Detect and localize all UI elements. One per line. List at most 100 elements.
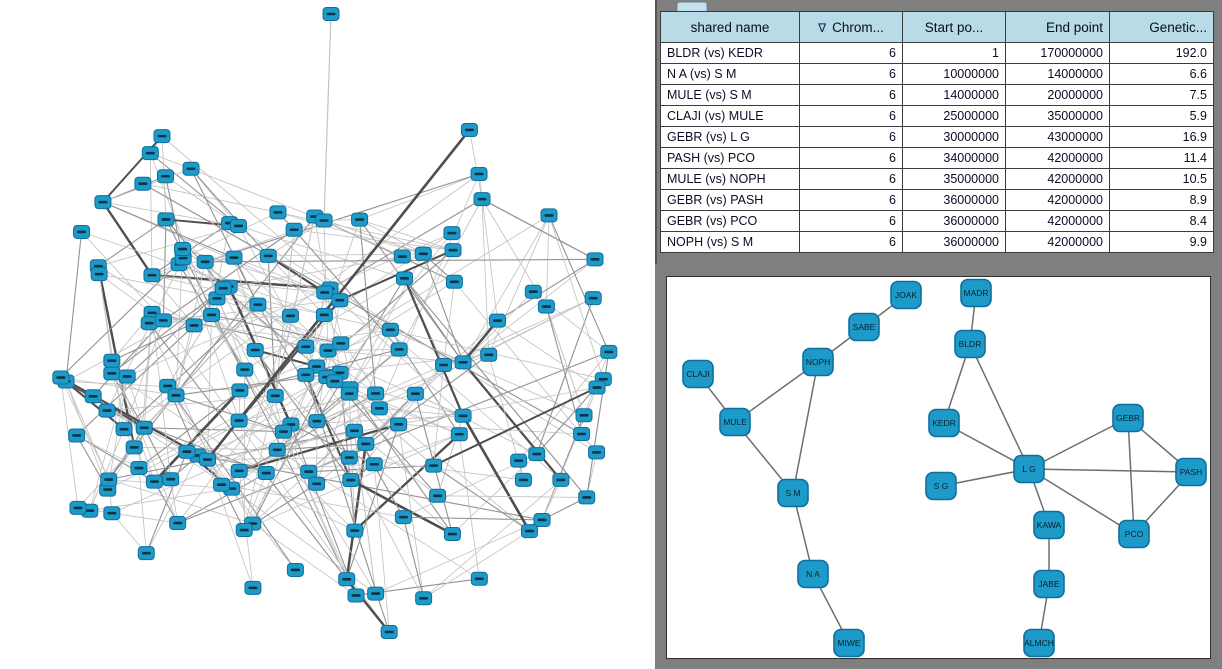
- network-node[interactable]: [157, 212, 175, 227]
- network-node[interactable]: [575, 408, 593, 423]
- network-node[interactable]: JOAK: [890, 280, 922, 310]
- table-row[interactable]: MULE (vs) S M 6 14000000 20000000 7.5: [660, 84, 1214, 106]
- network-node[interactable]: [316, 285, 334, 300]
- table-cell[interactable]: GEBR (vs) PCO: [660, 210, 800, 232]
- table-cell[interactable]: 6: [799, 84, 903, 106]
- table-cell[interactable]: N A (vs) S M: [660, 63, 800, 85]
- network-node[interactable]: [414, 246, 432, 261]
- network-node[interactable]: [588, 380, 606, 395]
- table-cell[interactable]: 14000000: [902, 84, 1006, 106]
- network-node[interactable]: [340, 386, 358, 401]
- network-node[interactable]: [443, 226, 461, 241]
- network-node[interactable]: [390, 417, 408, 432]
- network-node[interactable]: [394, 510, 412, 525]
- network-node[interactable]: [174, 242, 192, 257]
- network-node[interactable]: [246, 343, 264, 358]
- network-node[interactable]: [213, 477, 231, 492]
- network-node[interactable]: [510, 453, 528, 468]
- table-cell[interactable]: 36000000: [902, 231, 1006, 253]
- network-node[interactable]: [145, 474, 163, 489]
- network-node[interactable]: [381, 322, 399, 337]
- network-node[interactable]: [588, 445, 606, 460]
- network-node[interactable]: [214, 281, 232, 296]
- table-cell[interactable]: 11.4: [1109, 147, 1214, 169]
- network-node[interactable]: [274, 424, 292, 439]
- network-node[interactable]: [332, 336, 350, 351]
- table-cell[interactable]: 8.9: [1109, 189, 1214, 211]
- table-cell[interactable]: 6: [799, 147, 903, 169]
- network-node[interactable]: [259, 248, 277, 263]
- network-node[interactable]: [286, 562, 304, 577]
- network-node[interactable]: [134, 176, 152, 191]
- network-node[interactable]: [52, 370, 70, 385]
- table-row[interactable]: GEBR (vs) PASH 6 36000000 42000000 8.9: [660, 189, 1214, 211]
- network-node[interactable]: S G: [925, 471, 957, 501]
- network-node[interactable]: [393, 249, 411, 264]
- network-node[interactable]: [137, 546, 155, 561]
- table-cell[interactable]: 20000000: [1005, 84, 1110, 106]
- table-row[interactable]: GEBR (vs) PCO 6 36000000 42000000 8.4: [660, 210, 1214, 232]
- network-node[interactable]: [367, 386, 385, 401]
- table-cell[interactable]: GEBR (vs) L G: [660, 126, 800, 148]
- network-node[interactable]: [473, 192, 491, 207]
- table-row[interactable]: CLAJI (vs) MULE 6 25000000 35000000 5.9: [660, 105, 1214, 127]
- network-node[interactable]: [235, 523, 253, 538]
- table-cell[interactable]: 8.4: [1109, 210, 1214, 232]
- network-node[interactable]: [470, 571, 488, 586]
- filter-icon[interactable]: ∇: [818, 20, 827, 35]
- network-node[interactable]: [342, 473, 360, 488]
- network-node[interactable]: [454, 355, 472, 370]
- network-node[interactable]: MADR: [960, 278, 992, 308]
- network-node[interactable]: [182, 161, 200, 176]
- network-node[interactable]: [135, 420, 153, 435]
- network-node[interactable]: [281, 308, 299, 323]
- network-node[interactable]: [249, 297, 267, 312]
- network-node[interactable]: [435, 357, 453, 372]
- table-cell[interactable]: 14000000: [1005, 63, 1110, 85]
- network-node[interactable]: S M: [777, 478, 809, 508]
- column-header-4[interactable]: Genetic...: [1109, 11, 1214, 43]
- network-node[interactable]: [257, 466, 275, 481]
- network-node[interactable]: [470, 166, 488, 181]
- table-cell[interactable]: CLAJI (vs) MULE: [660, 105, 800, 127]
- network-node[interactable]: SABE: [848, 312, 880, 342]
- network-node[interactable]: [98, 403, 116, 418]
- network-node[interactable]: [244, 580, 262, 595]
- table-cell[interactable]: 170000000: [1005, 42, 1110, 64]
- network-node[interactable]: [450, 427, 468, 442]
- network-node[interactable]: [480, 347, 498, 362]
- network-node[interactable]: [347, 588, 365, 603]
- table-cell[interactable]: 36000000: [902, 189, 1006, 211]
- table-cell[interactable]: 42000000: [1005, 147, 1110, 169]
- network-node[interactable]: [514, 472, 532, 487]
- network-node[interactable]: [319, 343, 337, 358]
- network-node[interactable]: CLAJI: [682, 359, 714, 389]
- network-node[interactable]: [143, 268, 161, 283]
- table-cell[interactable]: 35000000: [1005, 105, 1110, 127]
- network-node[interactable]: [94, 195, 112, 210]
- network-node[interactable]: [178, 444, 196, 459]
- table-cell[interactable]: 6: [799, 189, 903, 211]
- network-node[interactable]: [266, 388, 284, 403]
- network-node[interactable]: [285, 222, 303, 237]
- network-node[interactable]: [454, 408, 472, 423]
- table-cell[interactable]: 6: [799, 105, 903, 127]
- table-cell[interactable]: 192.0: [1109, 42, 1214, 64]
- table-cell[interactable]: 30000000: [902, 126, 1006, 148]
- network-node[interactable]: [230, 413, 248, 428]
- network-node[interactable]: BLDR: [954, 329, 986, 359]
- table-row[interactable]: BLDR (vs) KEDR 6 1 170000000 192.0: [660, 42, 1214, 64]
- network-node[interactable]: MIWE: [833, 628, 865, 658]
- network-node[interactable]: [326, 374, 344, 389]
- table-cell[interactable]: 10000000: [902, 63, 1006, 85]
- table-row[interactable]: GEBR (vs) L G 6 30000000 43000000 16.9: [660, 126, 1214, 148]
- network-node[interactable]: [390, 342, 408, 357]
- network-edge[interactable]: [1028, 417, 1129, 470]
- table-cell[interactable]: 16.9: [1109, 126, 1214, 148]
- network-node[interactable]: [528, 447, 546, 462]
- network-node[interactable]: [345, 423, 363, 438]
- network-node[interactable]: [230, 463, 248, 478]
- network-node[interactable]: [69, 500, 87, 515]
- table-cell[interactable]: 42000000: [1005, 189, 1110, 211]
- table-cell[interactable]: 6: [799, 210, 903, 232]
